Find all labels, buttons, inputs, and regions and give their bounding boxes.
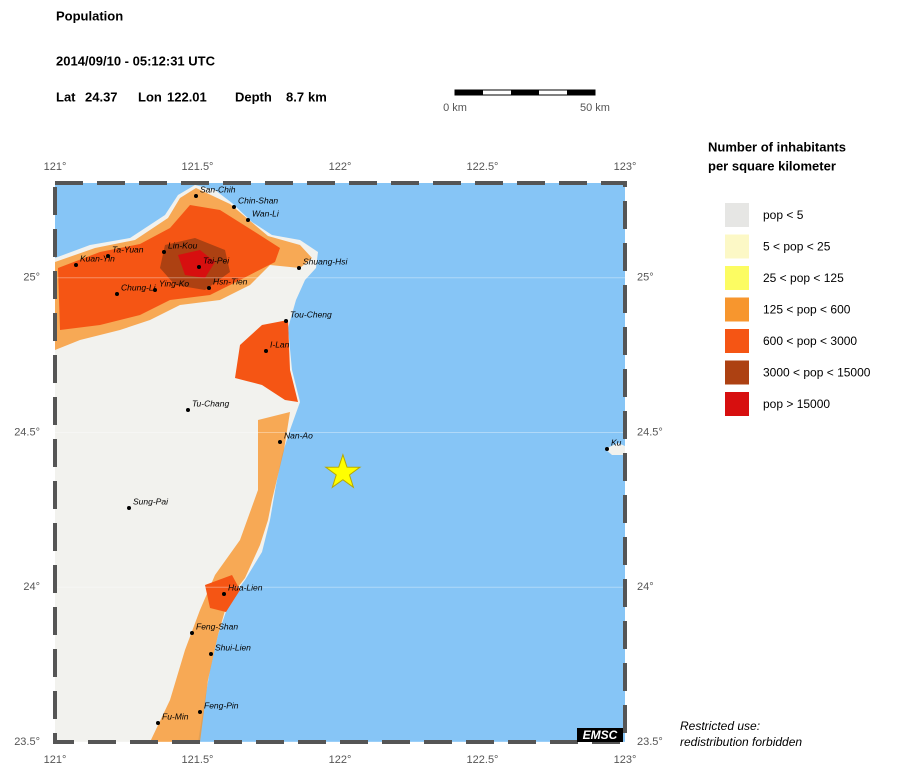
x-tick-label: 123°	[614, 161, 637, 173]
legend-swatch	[725, 266, 749, 290]
map-frame	[53, 181, 627, 744]
city-dot	[232, 205, 236, 209]
city-label: San-Chih	[200, 184, 236, 194]
x-tick-label: 122°	[329, 754, 352, 766]
city-label: I-Lan	[270, 339, 290, 349]
city-dot	[162, 250, 166, 254]
datetime: 2014/09/10 - 05:12:31 UTC	[56, 53, 216, 68]
x-tick-label: 121°	[44, 161, 67, 173]
city-label: Ta-Yuan	[112, 244, 144, 254]
city-label: Tou-Cheng	[290, 309, 332, 319]
y-tick-label: 24.5°	[14, 426, 40, 438]
legend-swatch	[725, 360, 749, 385]
legend-label: 600 < pop < 3000	[763, 334, 857, 348]
scale-end: 50 km	[580, 102, 610, 114]
y-tick-label: 24.5°	[637, 426, 663, 438]
x-tick-label: 121.5°	[182, 754, 214, 766]
lat-label: Lat	[56, 89, 76, 104]
legend-swatch	[725, 392, 749, 416]
city-dot	[198, 710, 202, 714]
city-dot	[284, 319, 288, 323]
scale-bar	[454, 89, 596, 96]
city-label: Wan-Li	[252, 208, 280, 218]
city-label: Ku	[611, 437, 622, 447]
lon-label: Lon	[138, 89, 162, 104]
lat-value: 24.37	[85, 89, 118, 104]
city-dot	[209, 652, 213, 656]
city-dot	[246, 218, 250, 222]
city-label: Nan-Ao	[284, 430, 313, 440]
credit-box	[577, 728, 623, 742]
legend-label: 125 < pop < 600	[763, 303, 851, 317]
city-label: Tai-Pei	[203, 255, 230, 265]
x-tick-label: 123°	[614, 754, 637, 766]
city-dot	[127, 506, 131, 510]
depth-unit: km	[308, 89, 327, 104]
city-label: Lin-Kou	[168, 240, 198, 250]
city-dot	[190, 631, 194, 635]
city-label: Feng-Shan	[196, 621, 238, 631]
x-tick-label: 122.5°	[467, 161, 499, 173]
legend-title: Number of inhabitants	[708, 139, 846, 154]
city-dot	[222, 592, 226, 596]
city-label: Shuang-Hsi	[303, 256, 349, 266]
city-dot	[297, 266, 301, 270]
legend-swatch	[725, 297, 749, 322]
x-tick-label: 122.5°	[467, 754, 499, 766]
y-tick-label: 24°	[637, 581, 654, 593]
city-dot	[186, 408, 190, 412]
city-dot	[264, 349, 268, 353]
city-label: Sung-Pai	[133, 496, 169, 506]
y-tick-label: 23.5°	[14, 736, 40, 748]
x-tick-label: 121.5°	[182, 161, 214, 173]
y-tick-label: 24°	[23, 581, 40, 593]
x-tick-label: 122°	[329, 161, 352, 173]
city-dot	[197, 265, 201, 269]
city-label: Hsn-Tien	[213, 276, 248, 286]
legend-swatch	[725, 203, 749, 227]
city-label: Feng-Pin	[204, 700, 239, 710]
city-dot	[194, 194, 198, 198]
y-tick-label: 25°	[23, 272, 40, 284]
legend-label: 3000 < pop < 15000	[763, 366, 871, 380]
city-label: Shui-Lien	[215, 642, 251, 652]
city-label: Kuan-Yin	[80, 253, 115, 263]
legend-label: 25 < pop < 125	[763, 271, 844, 285]
city-dot	[278, 440, 282, 444]
depth-label: Depth	[235, 89, 272, 104]
city-label: Fu-Min	[162, 711, 189, 721]
legend-title: per square kilometer	[708, 158, 836, 173]
city-dot	[153, 288, 157, 292]
x-tick-label: 121°	[44, 754, 67, 766]
notice: Restricted use:	[680, 719, 760, 733]
y-tick-label: 25°	[637, 272, 654, 284]
city-dot	[115, 292, 119, 296]
lon-value: 122.01	[167, 89, 207, 104]
legend-label: pop > 15000	[763, 397, 830, 411]
city-label: Chung-Li	[121, 282, 157, 292]
credit: EMSC	[583, 728, 618, 742]
depth-value: 8.7	[286, 89, 304, 104]
epicenter-star	[324, 453, 362, 489]
city-dot	[74, 263, 78, 267]
legend-swatch	[725, 329, 749, 353]
city-dot	[106, 254, 110, 258]
city-label: Tu-Chang	[192, 398, 229, 408]
city-label: Hua-Lien	[228, 582, 263, 592]
scale-start: 0 km	[443, 102, 467, 114]
legend-label: pop < 5	[763, 208, 804, 222]
city-dot	[605, 447, 609, 451]
notice: redistribution forbidden	[680, 735, 802, 749]
city-dot	[207, 286, 211, 290]
city-label: Ying-Ko	[159, 278, 189, 288]
title: Population	[56, 8, 123, 23]
city-dot	[156, 721, 160, 725]
city-label: Chin-Shan	[238, 195, 278, 205]
y-tick-label: 23.5°	[637, 736, 663, 748]
legend-swatch	[725, 234, 749, 259]
legend-label: 5 < pop < 25	[763, 240, 831, 254]
